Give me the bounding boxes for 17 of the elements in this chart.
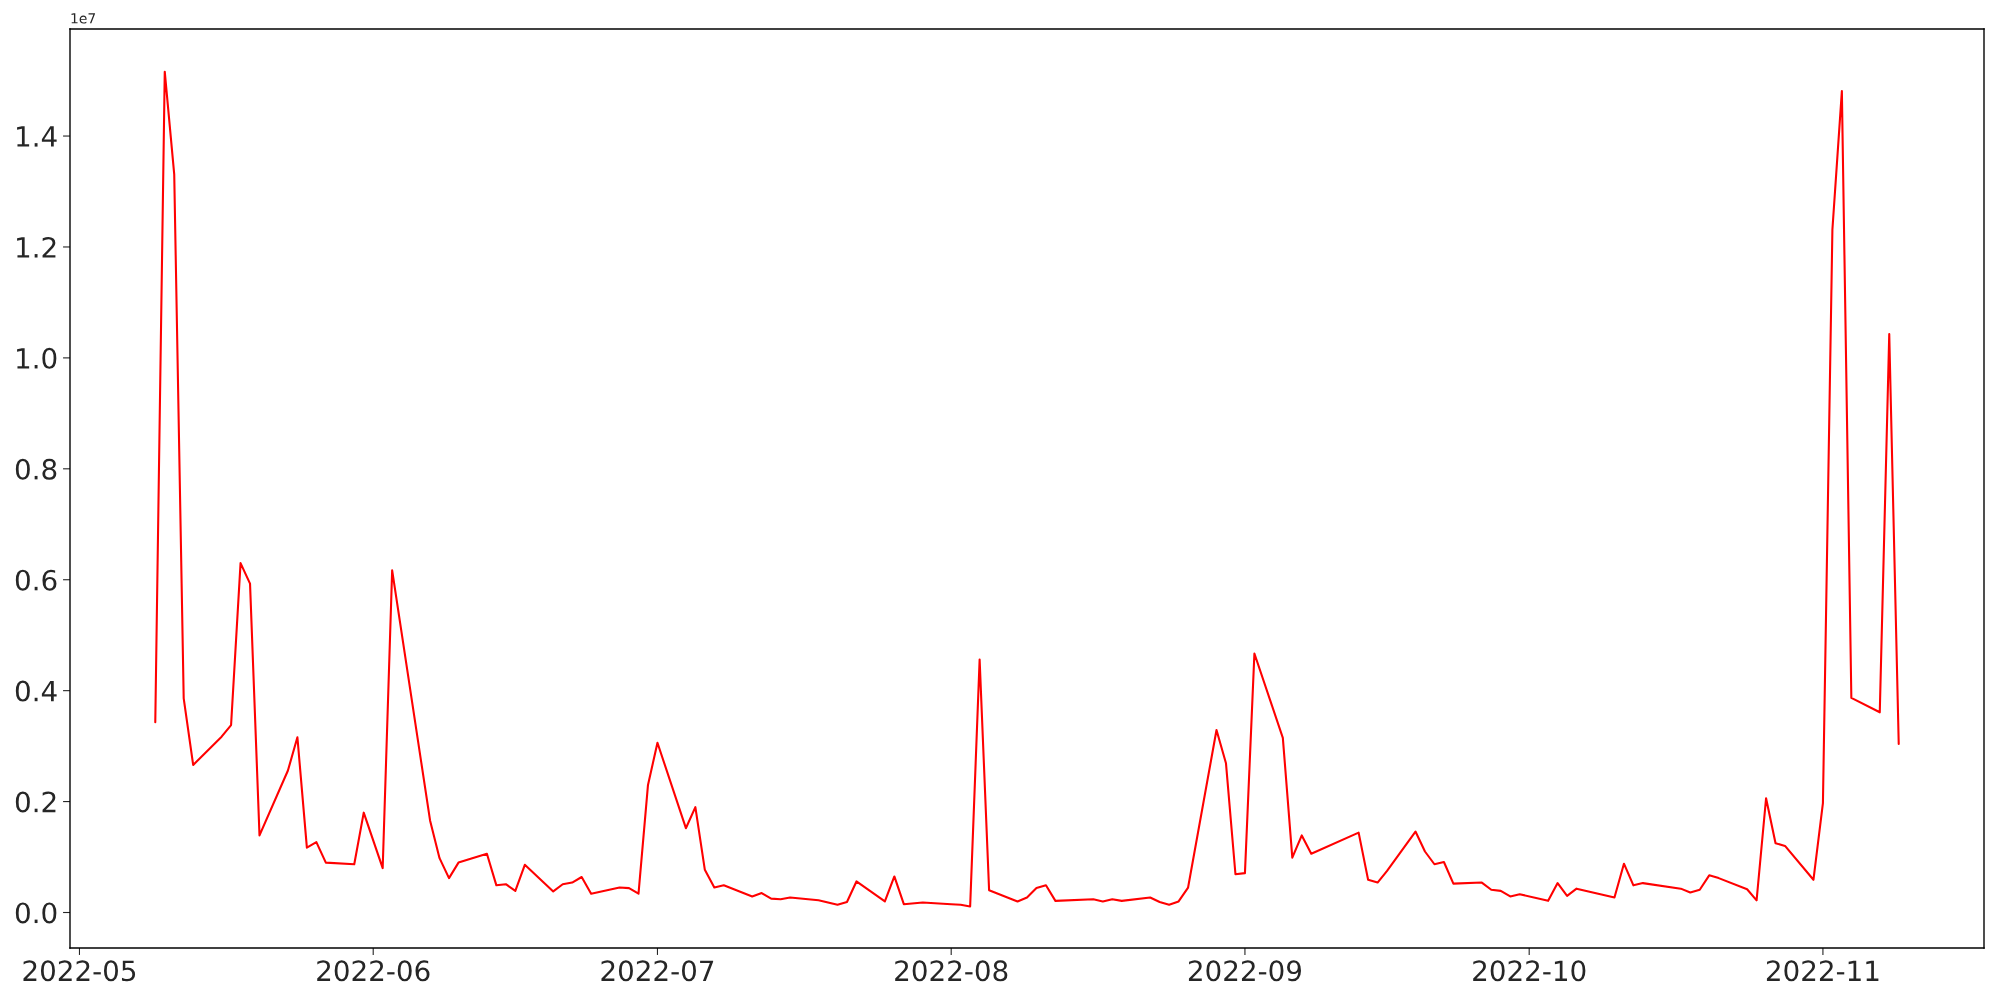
x-tick-label: 2022-10 (1473, 960, 1586, 982)
x-tick-label: 2022-11 (1766, 960, 1879, 982)
y-tick-label: 1.0 (17, 347, 57, 369)
y-tick-label: 0.0 (15, 902, 57, 924)
y-tick-label: 0.6 (15, 569, 57, 591)
x-tick-label: 2022-09 (1188, 960, 1302, 982)
y-tick-label: 1.4 (17, 126, 57, 147)
y-tick-label: 0.4 (15, 680, 57, 702)
y-tick-label: 1.2 (17, 236, 56, 258)
y-tick-label: 0.2 (15, 791, 56, 813)
y-tick-label: 0.8 (15, 458, 57, 480)
x-tick-label: 2022-05 (23, 960, 136, 982)
x-tick-label: 2022-07 (601, 960, 714, 982)
x-tick-label: 2022-08 (895, 960, 1008, 982)
line-series (154, 70, 1900, 908)
x-tick-label: 2022-06 (317, 960, 430, 982)
text: 1e7 (71, 13, 96, 24)
